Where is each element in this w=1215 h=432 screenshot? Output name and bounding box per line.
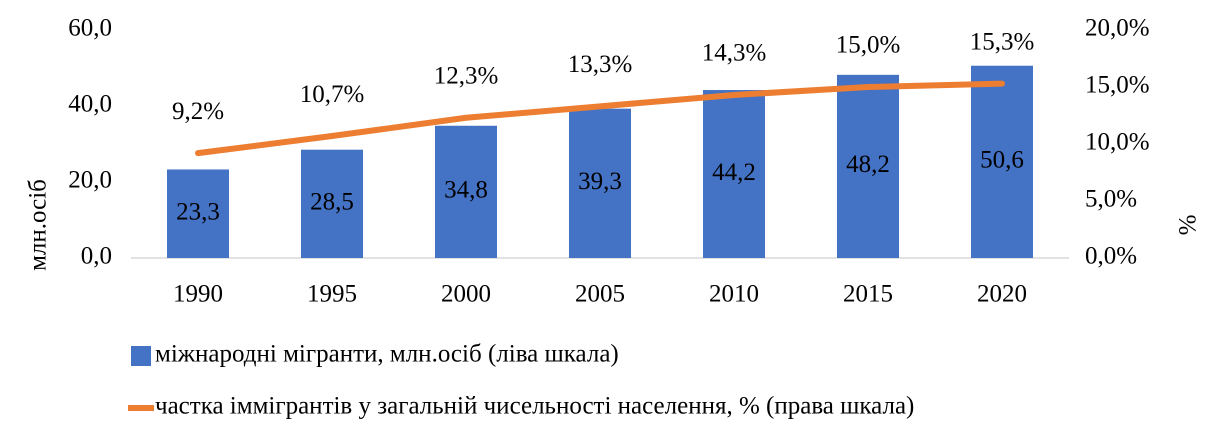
bar bbox=[301, 149, 363, 258]
y2-tick-label: 10,0% bbox=[1085, 129, 1150, 156]
y2-tick-label: 15,0% bbox=[1085, 72, 1150, 99]
legend-swatch bbox=[131, 346, 151, 366]
y-axis-label: млн.осіб bbox=[25, 179, 52, 271]
bar bbox=[837, 74, 899, 258]
x-tick-label: 2005 bbox=[575, 281, 625, 308]
line-value-label: 15,3% bbox=[970, 28, 1035, 55]
x-tick-label: 2000 bbox=[441, 281, 491, 308]
line bbox=[195, 80, 1005, 157]
y-tick-label: 40,0 bbox=[68, 91, 112, 118]
y-tick-label: 20,0 bbox=[68, 167, 112, 194]
y2-tick-label: 20,0% bbox=[1085, 15, 1150, 42]
bar-value-label: 39,3 bbox=[578, 168, 622, 195]
line-value-label: 13,3% bbox=[568, 51, 633, 78]
bar-value-label: 28,5 bbox=[310, 189, 354, 216]
bar-value-label: 44,2 bbox=[712, 159, 756, 186]
bar bbox=[971, 65, 1033, 258]
x-tick-label: 1990 bbox=[173, 281, 223, 308]
line-value-label: 15,0% bbox=[836, 32, 901, 59]
bar bbox=[167, 169, 229, 258]
bar-value-label: 23,3 bbox=[176, 198, 220, 225]
x-tick-label: 2015 bbox=[843, 281, 893, 308]
legend-label: частка іммігрантів у загальній чисельнос… bbox=[155, 393, 914, 420]
legend-label: міжнародні мігранти, млн.осіб (ліва шкал… bbox=[155, 341, 619, 368]
y2-axis-label: % bbox=[1175, 215, 1202, 236]
x-tick-label: 2020 bbox=[977, 281, 1027, 308]
line-value-label: 12,3% bbox=[434, 63, 499, 90]
bar bbox=[435, 125, 497, 258]
line-value-label: 14,3% bbox=[702, 40, 767, 67]
bar bbox=[703, 90, 765, 258]
line-value-label: 10,7% bbox=[300, 81, 365, 108]
y-tick-label: 60,0 bbox=[68, 15, 112, 42]
x-tick-label: 1995 bbox=[307, 281, 357, 308]
bar-value-label: 34,8 bbox=[444, 177, 488, 204]
bar bbox=[569, 108, 631, 258]
y2-tick-label: 0,0% bbox=[1085, 243, 1137, 270]
bar-value-label: 48,2 bbox=[846, 151, 890, 178]
line-value-label: 9,2% bbox=[172, 98, 224, 125]
bar-value-label: 50,6 bbox=[980, 147, 1024, 174]
y2-tick-label: 5,0% bbox=[1085, 186, 1137, 213]
x-tick-label: 2010 bbox=[709, 281, 759, 308]
y-tick-label: 0,0 bbox=[81, 243, 112, 270]
